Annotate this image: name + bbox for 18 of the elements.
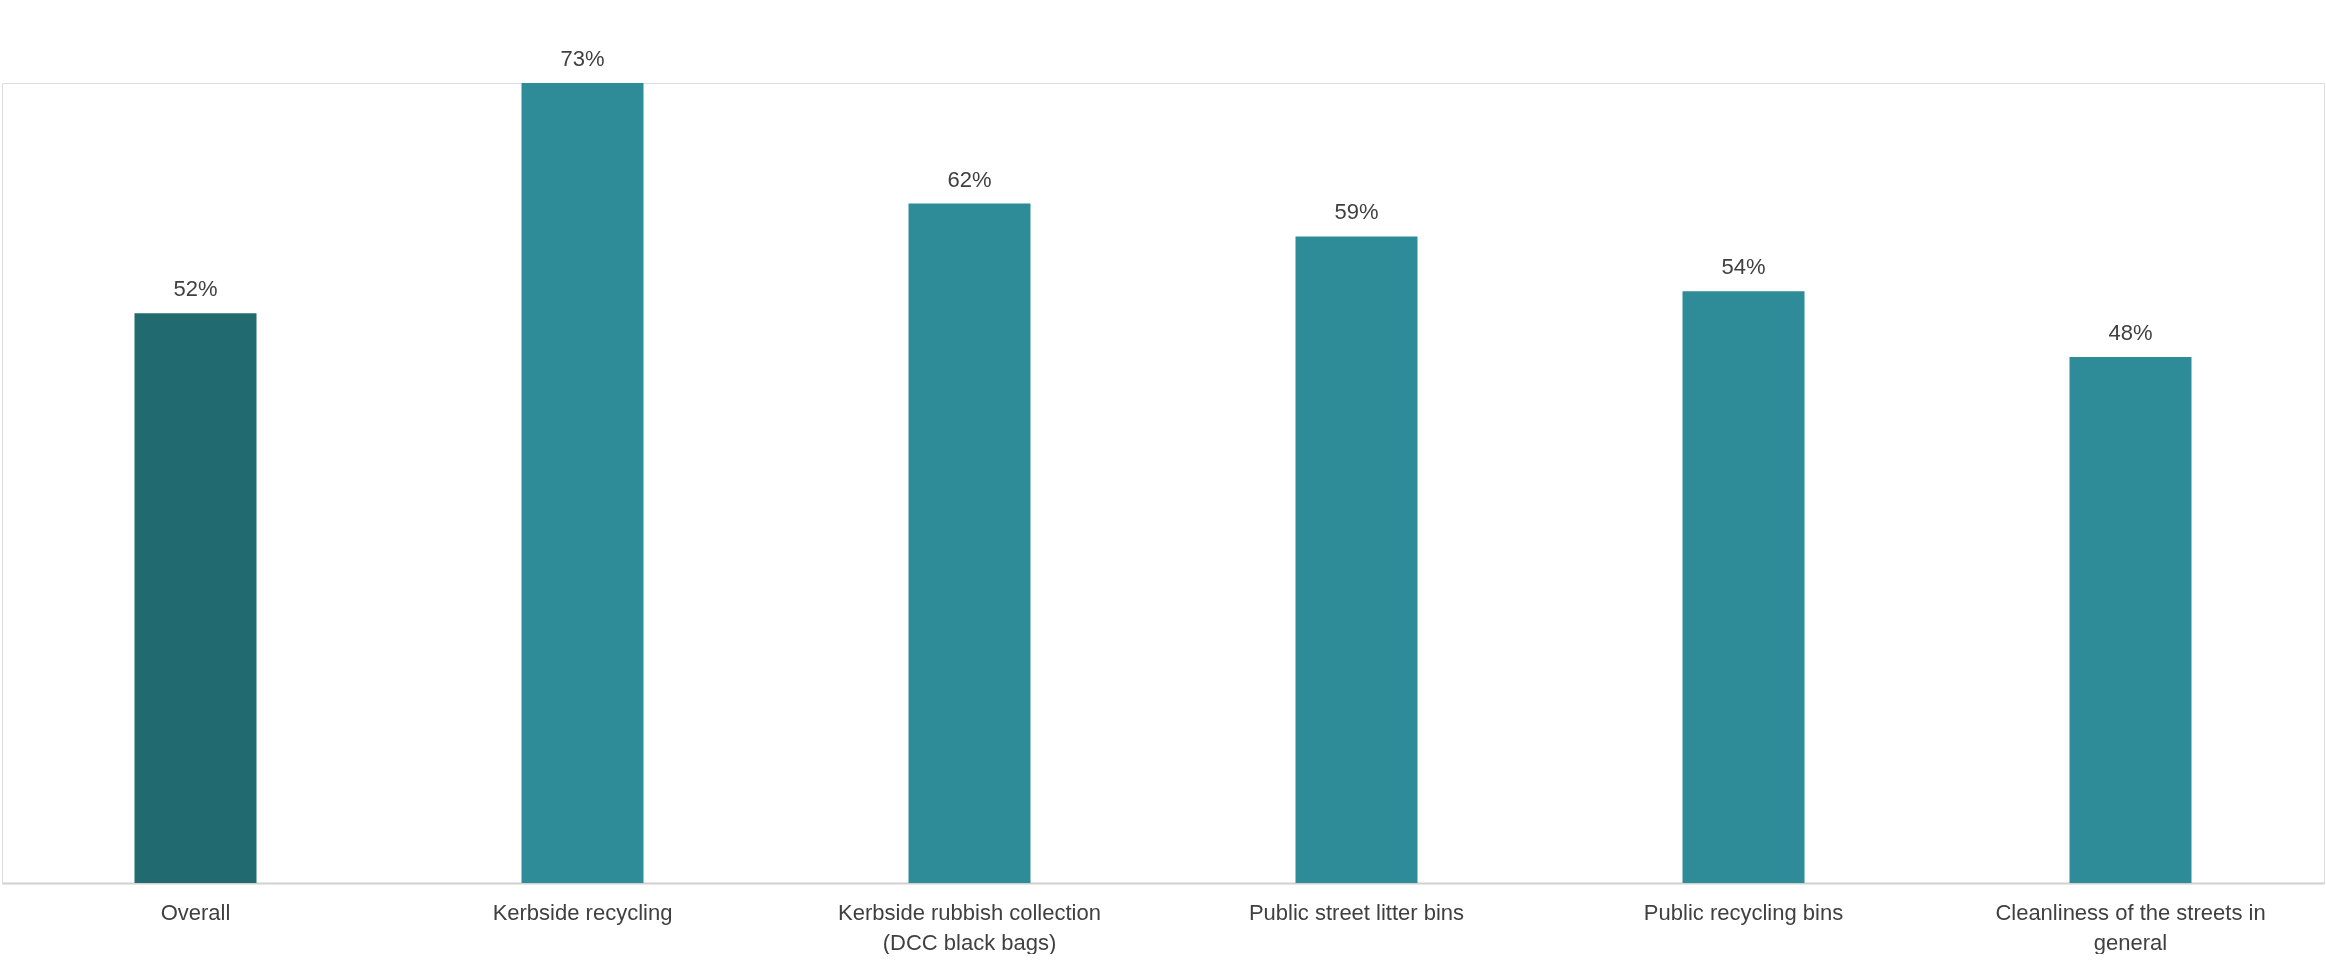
bar (521, 83, 644, 883)
data-label: 48% (2108, 319, 2153, 345)
bar (1295, 236, 1418, 883)
x-tick-label: Kerbside recycling (492, 900, 673, 925)
data-label: 52% (173, 276, 218, 302)
data-label: 54% (1721, 254, 1766, 280)
data-label: 62% (947, 166, 992, 192)
x-tick-label: Kerbside rubbish collection (DCC black bags) (838, 900, 1101, 955)
bar (908, 203, 1031, 883)
data-label: 59% (1334, 199, 1379, 225)
x-tick-label: Cleanliness of the streets in general (1995, 900, 2266, 955)
x-tick-label: Overall (160, 900, 231, 925)
bar (134, 313, 257, 883)
x-tick-label: Public street litter bins (1248, 900, 1465, 925)
bar (1682, 291, 1805, 883)
bar (2069, 356, 2192, 883)
x-tick-label: Public recycling bins (1643, 900, 1844, 925)
data-label: 73% (560, 46, 605, 71)
